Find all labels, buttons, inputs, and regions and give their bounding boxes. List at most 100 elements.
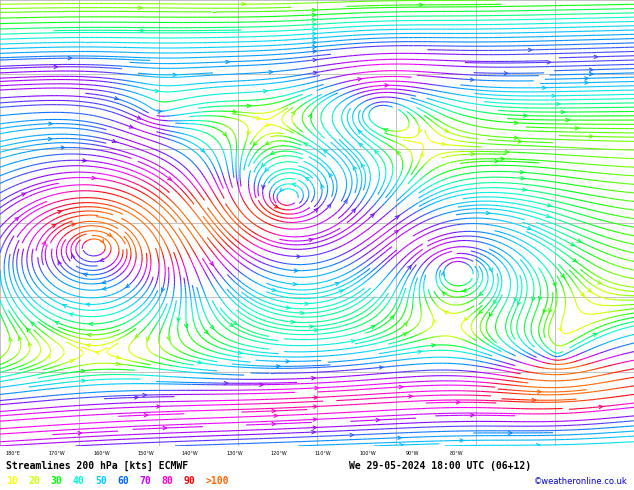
FancyArrowPatch shape (361, 164, 365, 168)
FancyArrowPatch shape (495, 159, 498, 163)
FancyArrowPatch shape (204, 330, 208, 334)
FancyArrowPatch shape (254, 142, 257, 146)
FancyArrowPatch shape (486, 211, 489, 215)
FancyArrowPatch shape (96, 352, 100, 355)
FancyArrowPatch shape (350, 434, 353, 437)
FancyArrowPatch shape (272, 288, 276, 292)
FancyArrowPatch shape (504, 72, 508, 75)
FancyArrowPatch shape (501, 157, 504, 160)
FancyArrowPatch shape (313, 23, 316, 26)
FancyArrowPatch shape (72, 255, 75, 258)
FancyArrowPatch shape (54, 65, 58, 69)
FancyArrowPatch shape (371, 325, 375, 329)
FancyArrowPatch shape (63, 305, 67, 308)
FancyArrowPatch shape (129, 125, 133, 128)
FancyArrowPatch shape (84, 273, 87, 276)
FancyArrowPatch shape (375, 150, 378, 154)
FancyArrowPatch shape (529, 48, 532, 51)
FancyArrowPatch shape (561, 274, 564, 278)
Text: 130°W: 130°W (226, 451, 243, 456)
FancyArrowPatch shape (269, 71, 273, 73)
FancyArrowPatch shape (335, 283, 339, 286)
FancyArrowPatch shape (272, 422, 275, 426)
FancyArrowPatch shape (339, 290, 343, 293)
FancyArrowPatch shape (262, 163, 265, 167)
FancyArrowPatch shape (226, 60, 230, 64)
FancyArrowPatch shape (505, 150, 508, 154)
FancyArrowPatch shape (547, 61, 551, 64)
FancyArrowPatch shape (313, 41, 316, 44)
FancyArrowPatch shape (527, 226, 531, 230)
FancyArrowPatch shape (479, 292, 483, 295)
FancyArrowPatch shape (82, 159, 86, 162)
FancyArrowPatch shape (143, 393, 146, 397)
FancyArrowPatch shape (313, 426, 316, 429)
FancyArrowPatch shape (353, 167, 356, 171)
FancyArrowPatch shape (292, 183, 296, 186)
Text: 90: 90 (184, 476, 196, 486)
FancyArrowPatch shape (306, 177, 309, 181)
FancyArrowPatch shape (242, 2, 245, 6)
FancyArrowPatch shape (590, 135, 593, 138)
FancyArrowPatch shape (549, 309, 552, 312)
FancyArrowPatch shape (329, 173, 332, 177)
FancyArrowPatch shape (558, 327, 561, 331)
FancyArrowPatch shape (27, 328, 30, 332)
FancyArrowPatch shape (524, 114, 527, 117)
Text: 70: 70 (139, 476, 152, 486)
FancyArrowPatch shape (304, 143, 308, 146)
FancyArrowPatch shape (590, 68, 593, 72)
FancyArrowPatch shape (301, 311, 304, 315)
FancyArrowPatch shape (309, 114, 311, 118)
FancyArrowPatch shape (359, 143, 363, 147)
FancyArrowPatch shape (126, 284, 129, 288)
FancyArrowPatch shape (597, 281, 601, 284)
FancyArrowPatch shape (247, 104, 250, 108)
FancyArrowPatch shape (313, 50, 316, 53)
FancyArrowPatch shape (146, 337, 150, 341)
Text: 80: 80 (162, 476, 174, 486)
FancyArrowPatch shape (443, 292, 446, 295)
FancyArrowPatch shape (553, 283, 556, 287)
FancyArrowPatch shape (358, 130, 362, 134)
FancyArrowPatch shape (313, 18, 316, 22)
FancyArrowPatch shape (115, 97, 118, 100)
FancyArrowPatch shape (81, 369, 85, 372)
FancyArrowPatch shape (420, 3, 423, 6)
Text: 10: 10 (6, 476, 18, 486)
FancyArrowPatch shape (385, 84, 388, 87)
FancyArrowPatch shape (139, 6, 142, 9)
FancyArrowPatch shape (493, 300, 497, 303)
Text: 50: 50 (95, 476, 107, 486)
FancyArrowPatch shape (313, 32, 316, 35)
FancyArrowPatch shape (508, 431, 512, 435)
FancyArrowPatch shape (103, 287, 106, 290)
FancyArrowPatch shape (58, 210, 61, 214)
FancyArrowPatch shape (578, 239, 581, 242)
FancyArrowPatch shape (398, 436, 401, 440)
FancyArrowPatch shape (581, 293, 584, 296)
FancyArrowPatch shape (58, 261, 61, 265)
FancyArrowPatch shape (576, 126, 579, 130)
Text: 80°W: 80°W (450, 451, 463, 456)
FancyArrowPatch shape (47, 355, 50, 359)
FancyArrowPatch shape (108, 233, 112, 237)
FancyArrowPatch shape (409, 395, 412, 398)
FancyArrowPatch shape (15, 218, 18, 221)
FancyArrowPatch shape (539, 296, 542, 300)
FancyArrowPatch shape (463, 289, 467, 292)
FancyArrowPatch shape (522, 188, 526, 191)
FancyArrowPatch shape (313, 27, 316, 31)
FancyArrowPatch shape (100, 258, 104, 262)
FancyArrowPatch shape (566, 119, 569, 122)
FancyArrowPatch shape (100, 239, 103, 243)
FancyArrowPatch shape (404, 322, 407, 326)
FancyArrowPatch shape (48, 137, 51, 141)
FancyArrowPatch shape (394, 231, 398, 234)
FancyArrowPatch shape (456, 401, 460, 404)
FancyArrowPatch shape (548, 204, 551, 207)
FancyArrowPatch shape (489, 268, 493, 271)
FancyArrowPatch shape (313, 418, 316, 421)
FancyArrowPatch shape (403, 333, 407, 336)
FancyArrowPatch shape (22, 193, 25, 196)
